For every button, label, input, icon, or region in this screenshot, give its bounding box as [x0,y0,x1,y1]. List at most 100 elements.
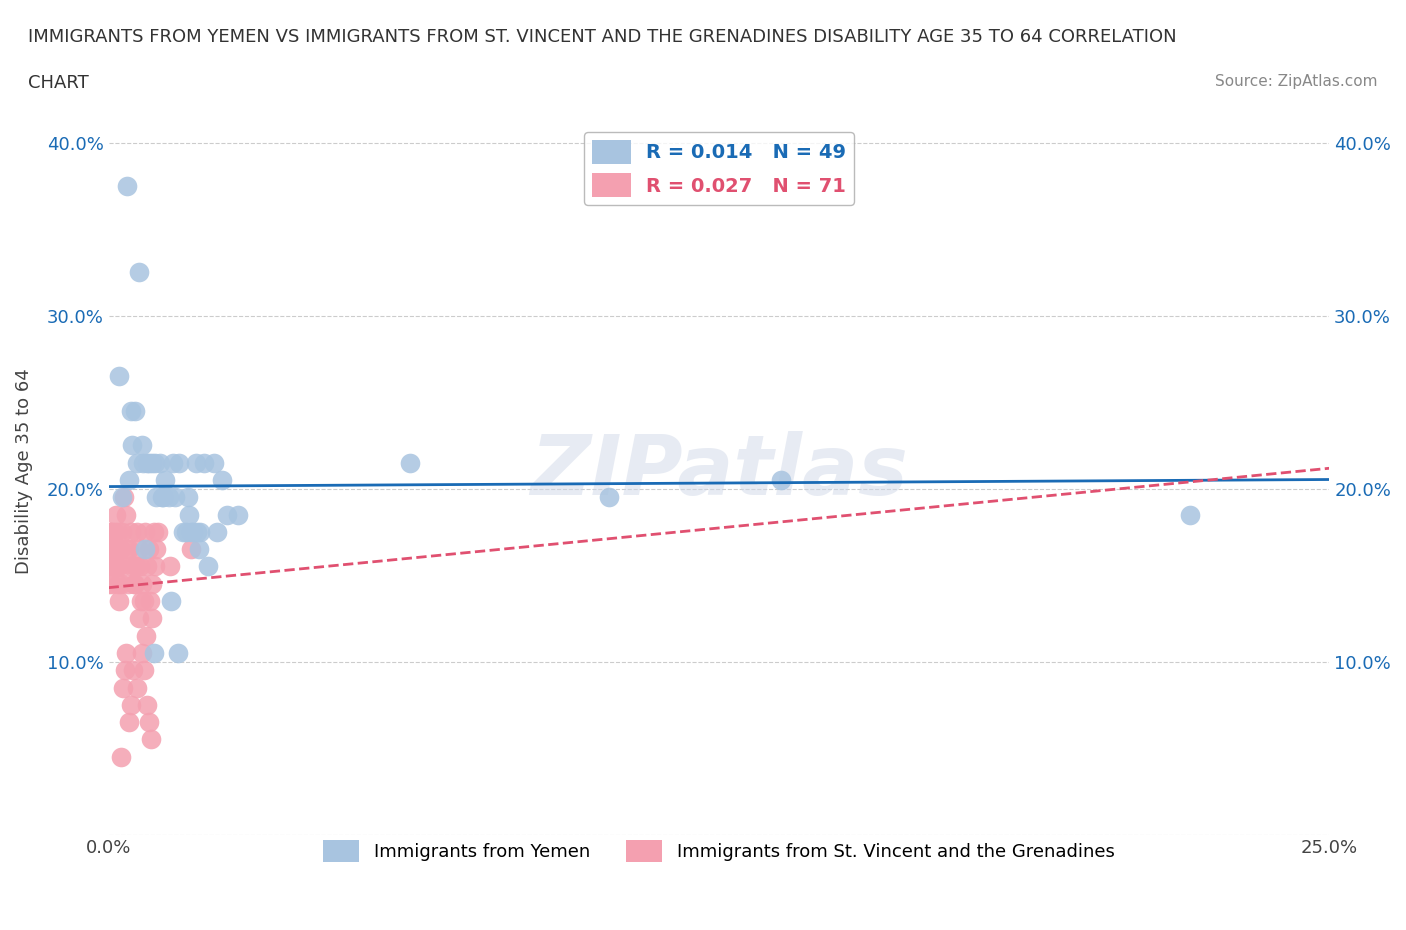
Point [135,628,157,643]
Point [105,559,128,574]
Point [120,525,142,539]
Point [104,507,127,522]
Point [108,368,131,383]
Point [770,472,793,487]
Point [184,455,207,470]
Point [117,577,139,591]
Point [160,593,183,608]
Point [125,455,148,470]
Point [190,525,212,539]
Point [112,490,135,505]
Point [108,559,131,574]
Point [120,698,142,712]
Point [110,541,132,556]
Point [138,541,160,556]
Point [125,559,148,574]
Point [124,559,146,574]
Point [153,472,176,487]
Point [143,455,166,470]
Point [124,404,146,418]
Point [135,559,157,574]
Point [101,525,124,539]
Point [139,593,162,608]
Point [108,541,131,556]
Point [131,645,153,660]
Point [112,680,135,695]
Point [138,714,160,729]
Point [110,577,132,591]
Point [98,577,121,591]
Text: ZIPatlas: ZIPatlas [530,431,908,512]
Point [136,698,159,712]
Point [115,179,138,193]
Point [167,645,190,660]
Point [128,611,150,626]
Text: Source: ZipAtlas.com: Source: ZipAtlas.com [1215,74,1378,89]
Point [138,455,160,470]
Point [131,577,153,591]
Text: IMMIGRANTS FROM YEMEN VS IMMIGRANTS FROM ST. VINCENT AND THE GRENADINES DISABILI: IMMIGRANTS FROM YEMEN VS IMMIGRANTS FROM… [28,28,1177,46]
Point [174,525,197,539]
Point [129,593,152,608]
Point [98,541,121,556]
Point [100,525,122,539]
Point [141,577,163,591]
Point [98,525,121,539]
Point [128,541,150,556]
Legend: Immigrants from Yemen, Immigrants from St. Vincent and the Grenadines: Immigrants from Yemen, Immigrants from S… [316,832,1122,870]
Y-axis label: Disability Age 35 to 64: Disability Age 35 to 64 [15,368,32,574]
Point [226,507,249,522]
Point [135,455,157,470]
Point [101,559,124,574]
Point [134,525,156,539]
Point [105,559,128,574]
Point [131,438,153,453]
Point [132,455,155,470]
Point [121,663,143,678]
Point [114,507,136,522]
Point [181,525,204,539]
Point [180,541,202,556]
Point [118,714,141,729]
Point [121,438,143,453]
Point [399,455,422,470]
Point [129,559,152,574]
Point [193,455,215,470]
Point [172,525,194,539]
Point [188,541,211,556]
Point [145,541,167,556]
Point [127,680,149,695]
Point [197,559,219,574]
Point [134,663,156,678]
Point [122,577,145,591]
Point [114,663,136,678]
Point [124,577,146,591]
Point [143,559,166,574]
Point [101,559,124,574]
Text: CHART: CHART [28,74,89,92]
Point [100,541,122,556]
Point [152,490,174,505]
Point [142,645,165,660]
Point [104,541,127,556]
Point [104,525,127,539]
Point [128,265,150,280]
Point [115,541,138,556]
Point [134,541,156,556]
Point [107,577,129,591]
Point [157,490,180,505]
Point [111,490,134,505]
Point [139,732,162,747]
Point [179,507,201,522]
Point [120,404,142,418]
Point [107,525,129,539]
Point [103,541,125,556]
Point [159,559,181,574]
Point [100,577,122,591]
Point [202,455,225,470]
Point [141,455,163,470]
Point [115,645,138,660]
Point [132,593,155,608]
Point [103,559,125,574]
Point [107,541,129,556]
